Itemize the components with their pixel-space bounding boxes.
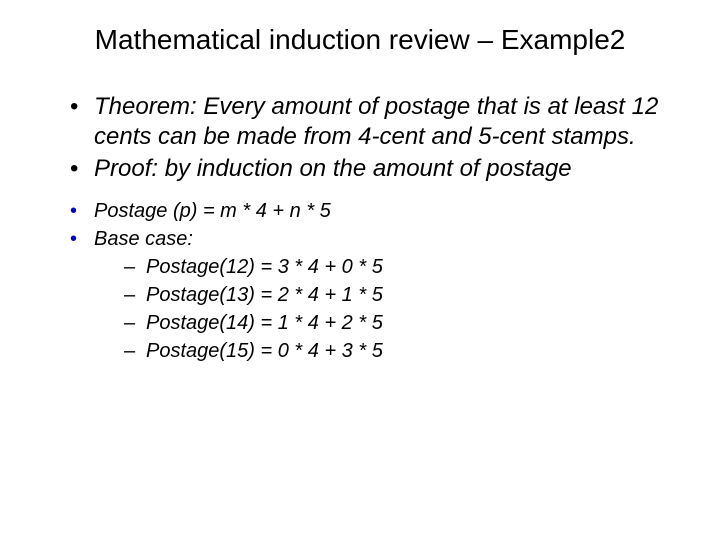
slide-title: Mathematical induction review – Example2	[40, 24, 680, 56]
list-item-text: Base case:	[94, 228, 193, 250]
list-item-text: Postage (p) = m * 4 + n * 5	[94, 200, 331, 222]
list-item-text: Postage(12) = 3 * 4 + 0 * 5	[146, 256, 383, 278]
list-item-text: Postage(13) = 2 * 4 + 1 * 5	[146, 284, 383, 306]
list-item: Theorem: Every amount of postage that is…	[70, 92, 680, 152]
base-case-list: Postage(12) = 3 * 4 + 0 * 5 Postage(13) …	[124, 254, 680, 364]
list-item: Postage(12) = 3 * 4 + 0 * 5	[124, 254, 680, 280]
list-item: Postage(14) = 1 * 4 + 2 * 5	[124, 310, 680, 336]
list-item: Postage(13) = 2 * 4 + 1 * 5	[124, 282, 680, 308]
list-item-text: Proof: by induction on the amount of pos…	[94, 155, 572, 182]
list-item-text: Theorem: Every amount of postage that is…	[94, 93, 658, 150]
list-item: Base case: Postage(12) = 3 * 4 + 0 * 5 P…	[70, 226, 680, 364]
list-item: Postage (p) = m * 4 + n * 5	[70, 198, 680, 224]
theorem-list: Theorem: Every amount of postage that is…	[70, 92, 680, 184]
list-item-text: Postage(14) = 1 * 4 + 2 * 5	[146, 312, 383, 334]
slide: Mathematical induction review – Example2…	[0, 0, 720, 540]
list-item: Postage(15) = 0 * 4 + 3 * 5	[124, 338, 680, 364]
list-item: Proof: by induction on the amount of pos…	[70, 154, 680, 184]
proof-list: Postage (p) = m * 4 + n * 5 Base case: P…	[70, 198, 680, 364]
list-item-text: Postage(15) = 0 * 4 + 3 * 5	[146, 340, 383, 362]
